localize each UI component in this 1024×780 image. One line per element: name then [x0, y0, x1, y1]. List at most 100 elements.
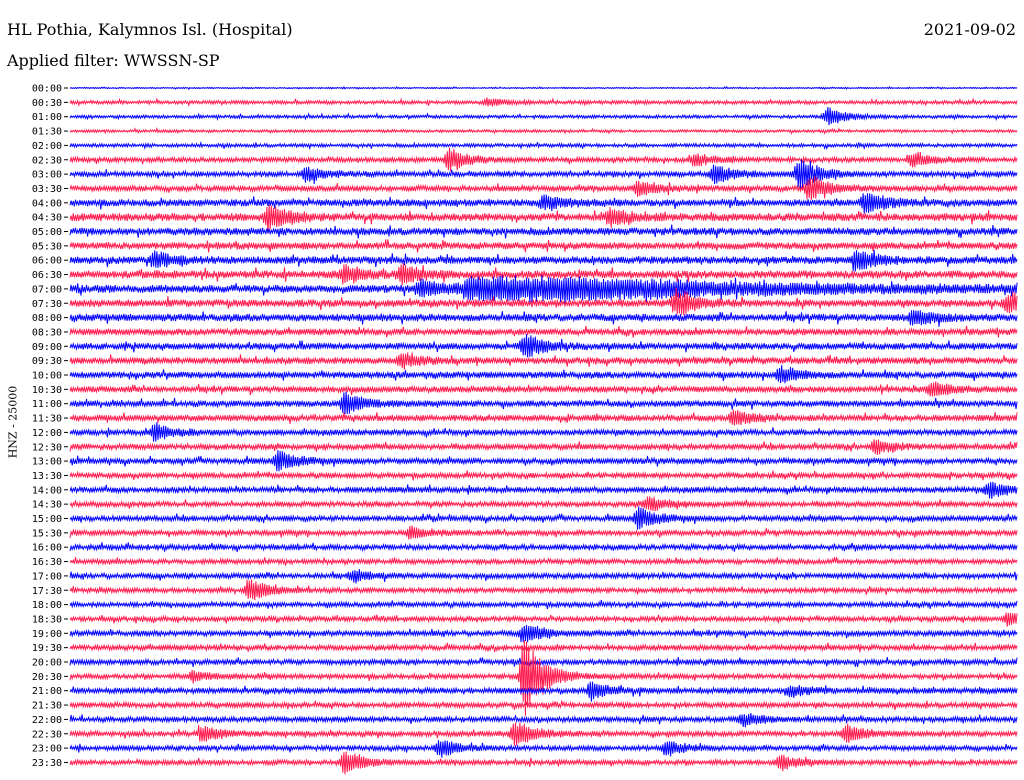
trace-0230: [69, 147, 1018, 172]
trace-1230: [69, 439, 1018, 456]
time-tick-label: 12:30: [32, 442, 62, 453]
time-tick-label: 22:00: [32, 715, 62, 726]
trace-2130: [69, 700, 1018, 711]
trace-1800: [69, 599, 1018, 610]
time-tick-label: 09:30: [32, 356, 62, 367]
time-tick-label: 08:30: [32, 327, 62, 338]
time-tick-label: 20:30: [32, 672, 62, 683]
time-tick-label: 19:00: [32, 629, 62, 640]
time-tick-label: 04:30: [32, 213, 62, 224]
trace-1500: [69, 506, 1018, 530]
trace-1930: [69, 642, 1018, 653]
trace-0330: [69, 176, 1018, 200]
trace-1530: [69, 525, 1018, 540]
trace-0130: [69, 126, 1018, 135]
trace-0200: [69, 140, 1018, 151]
trace-0400: [69, 193, 1018, 214]
time-tick-label: 00:30: [32, 98, 62, 109]
time-tick-label: 14:00: [32, 485, 62, 496]
time-tick-label: 05:30: [32, 241, 62, 252]
time-tick-label: 13:30: [32, 471, 62, 482]
time-tick-label: 08:00: [32, 313, 62, 324]
time-tick-label: 03:00: [32, 170, 62, 181]
trace-0800: [69, 310, 1018, 327]
trace-1130: [69, 409, 1018, 426]
time-tick-label: 18:00: [32, 600, 62, 611]
time-tick-label: 16:30: [32, 557, 62, 568]
time-tick-label: 15:30: [32, 528, 62, 539]
time-tick-label: 19:30: [32, 643, 62, 654]
trace-1900: [69, 624, 1018, 643]
trace-1830: [69, 612, 1018, 627]
time-tick-label: 11:30: [32, 414, 62, 425]
time-tick-label: 10:30: [32, 385, 62, 396]
time-tick-label: 09:00: [32, 342, 62, 353]
trace-0930: [69, 352, 1018, 370]
trace-1330: [69, 470, 1018, 481]
trace-1030: [69, 381, 1018, 397]
time-tick-label: 11:00: [32, 399, 62, 410]
date-label: 2021-09-02: [923, 20, 1016, 39]
trace-0500: [69, 224, 1018, 239]
time-tick-label: 04:00: [32, 198, 62, 209]
time-tick-label: 21:00: [32, 686, 62, 697]
trace-1430: [69, 496, 1018, 512]
time-tick-label: 01:30: [32, 127, 62, 138]
time-tick-label: 14:30: [32, 500, 62, 511]
trace-group: [69, 85, 1018, 775]
trace-2300: [69, 740, 1018, 758]
time-tick-label: 10:00: [32, 371, 62, 382]
trace-0600: [69, 249, 1018, 272]
time-tick-label: 06:30: [32, 270, 62, 281]
time-tick-label: 03:30: [32, 184, 62, 195]
time-tick-label: 21:30: [32, 701, 62, 712]
time-tick-label: 16:00: [32, 543, 62, 554]
trace-2030: [69, 640, 1018, 717]
time-tick-label: 12:00: [32, 428, 62, 439]
time-tick-label: 17:30: [32, 586, 62, 597]
trace-0730: [69, 287, 1018, 316]
time-tick-label: 22:30: [32, 729, 62, 740]
trace-1630: [69, 556, 1018, 567]
filter-label: Applied filter: WWSSN-SP: [7, 51, 220, 70]
trace-0300: [69, 159, 1018, 190]
trace-1700: [69, 569, 1018, 584]
time-tick-label: 05:00: [32, 227, 62, 238]
time-tick-label: 23:30: [32, 758, 62, 769]
trace-0530: [69, 239, 1018, 253]
time-tick-label: 13:00: [32, 457, 62, 468]
time-tick-label: 17:00: [32, 571, 62, 582]
time-tick-label: 15:00: [32, 514, 62, 525]
time-tick-label: 07:30: [32, 299, 62, 310]
trace-2000: [69, 656, 1018, 667]
time-tick-label: 00:00: [32, 84, 62, 95]
trace-1600: [69, 542, 1018, 553]
trace-0030: [69, 97, 1018, 108]
trace-1730: [69, 579, 1018, 601]
trace-1100: [69, 391, 1018, 415]
time-tick-label: 07:00: [32, 284, 62, 295]
time-tick-label: 02:00: [32, 141, 62, 152]
trace-1300: [69, 450, 1018, 472]
trace-0100: [69, 107, 1018, 126]
trace-1400: [69, 481, 1018, 499]
trace-0430: [69, 204, 1018, 235]
time-tick-label: 23:00: [32, 744, 62, 755]
trace-2100: [69, 681, 1018, 702]
trace-2200: [69, 712, 1018, 728]
time-tick-label: 02:30: [32, 155, 62, 166]
time-tick-label: 01:00: [32, 112, 62, 123]
trace-0000: [69, 85, 1018, 91]
time-tick-label: 18:30: [32, 614, 62, 625]
trace-2330: [69, 751, 1018, 775]
trace-1000: [69, 365, 1018, 384]
station-title: HL Pothia, Kalymnos Isl. (Hospital): [7, 20, 293, 39]
trace-0900: [69, 334, 1018, 358]
trace-0700: [69, 274, 1018, 304]
time-tick-label: 20:00: [32, 658, 62, 669]
trace-2230: [69, 722, 1018, 746]
time-tick-label: 06:00: [32, 256, 62, 267]
time-tick-group: 00:00 00:30 01:00 01:30 02:00 02:30 03:00 03:30…: [32, 84, 68, 769]
trace-1200: [69, 422, 1018, 442]
